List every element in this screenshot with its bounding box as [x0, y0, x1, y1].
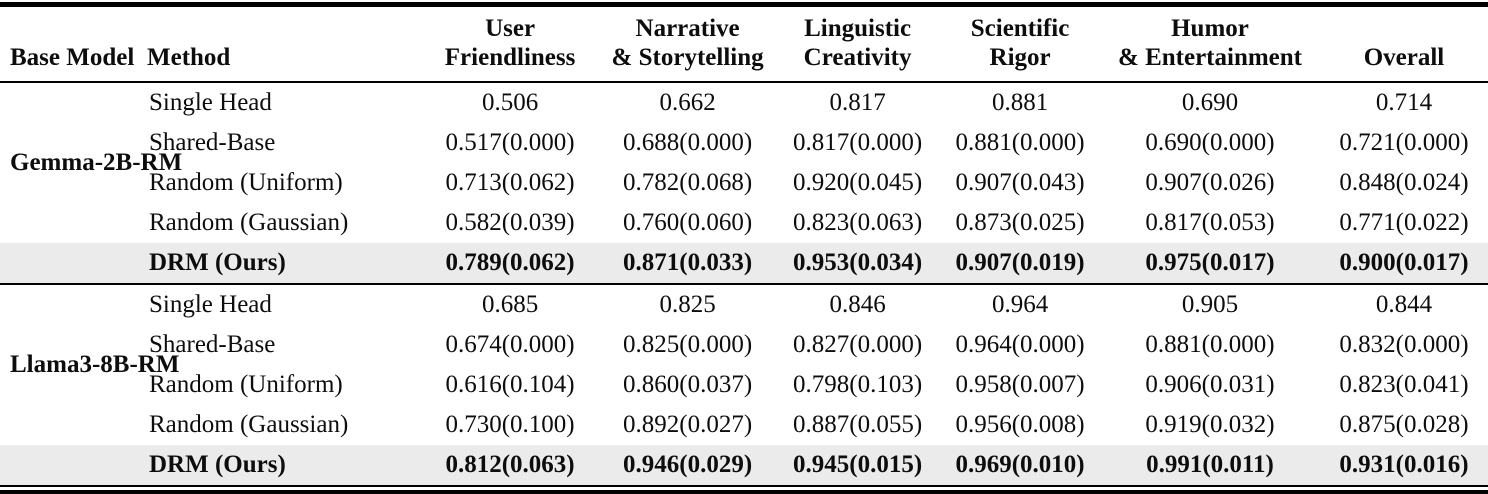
value-cell: 0.958(0.007) [955, 371, 1085, 398]
value-cell: 0.582(0.039) [445, 209, 575, 236]
value-cell: 0.892(0.027) [623, 411, 753, 438]
method-cell: Random (Uniform) [149, 371, 343, 398]
column-header-method: Method [147, 43, 231, 71]
value-cell: 0.506 [481, 89, 539, 116]
table-header: Base Model Method User Friendliness Narrativ… [0, 7, 1488, 82]
value-cell: 0.860(0.037) [623, 371, 753, 398]
method-cell: DRM (Ours) [149, 451, 286, 478]
value-cell: 0.517(0.000) [445, 129, 575, 156]
value-cell: 0.887(0.055) [793, 411, 923, 438]
value-cell: 0.920(0.045) [793, 169, 923, 196]
value-cell: 0.817(0.053) [1145, 209, 1275, 236]
value-cell: 0.846 [829, 291, 886, 318]
value-cell: 0.881(0.000) [1145, 331, 1275, 358]
table-row: Shared-Base 0.517(0.000) 0.688(0.000) 0.817… [0, 123, 1488, 163]
results-table: Base Model Method User Friendliness Narrativ… [0, 7, 1488, 487]
table-row: Random (Uniform) 0.616(0.104) 0.860(0.037)… [0, 365, 1488, 405]
column-header-scientific-rigor: Scientific Rigor [970, 15, 1070, 71]
value-cell: 0.674(0.000) [445, 331, 575, 358]
value-cell: 0.906(0.031) [1145, 371, 1275, 398]
method-cell: Single Head [149, 291, 272, 318]
value-cell: 0.848(0.024) [1339, 169, 1469, 196]
method-cell: Random (Gaussian) [149, 209, 349, 236]
value-cell: 0.823(0.063) [793, 209, 923, 236]
value-cell: 0.730(0.100) [445, 411, 575, 438]
method-cell: DRM (Ours) [149, 249, 286, 276]
base-model-empty-cell [0, 445, 147, 486]
column-header-user-friendliness: User Friendliness [444, 15, 576, 71]
column-header-narrative-storytelling: Narrative & Storytelling [611, 15, 764, 71]
value-cell: 0.832(0.000) [1339, 331, 1469, 358]
value-cell: 0.945(0.015) [793, 451, 923, 478]
value-cell: 0.905 [1181, 291, 1239, 318]
value-cell: 0.969(0.010) [955, 451, 1085, 478]
column-header-base-model: Base Model [10, 43, 135, 71]
value-cell: 0.760(0.060) [623, 209, 753, 236]
base-model-empty-cell [0, 243, 147, 284]
value-cell: 0.789(0.062) [445, 249, 575, 276]
method-cell: Shared-Base [149, 331, 276, 358]
value-cell: 0.946(0.029) [623, 451, 753, 478]
value-cell: 0.771(0.022) [1339, 209, 1469, 236]
value-cell: 0.825 [659, 291, 716, 318]
table-row: Random (Uniform) 0.713(0.062) 0.782(0.068)… [0, 163, 1488, 203]
value-cell: 0.919(0.032) [1145, 411, 1275, 438]
table-row: DRM (Ours) 0.789(0.062) 0.871(0.033) 0.953(… [0, 243, 1488, 284]
value-cell: 0.721(0.000) [1339, 129, 1469, 156]
value-cell: 0.964(0.000) [955, 331, 1085, 358]
value-cell: 0.871(0.033) [623, 249, 753, 276]
value-cell: 0.812(0.063) [445, 451, 575, 478]
value-cell: 0.714 [1375, 89, 1433, 116]
value-cell: 0.907(0.043) [955, 169, 1085, 196]
column-header-linguistic-creativity: Linguistic Creativity [803, 15, 912, 71]
table-row: DRM (Ours) 0.812(0.063) 0.946(0.029) 0.945(… [0, 445, 1488, 486]
section-llama3-8b-rm: Llama3-8B-RM Single Head 0.685 0.825 0.846 0.… [0, 284, 1488, 486]
base-model-label: Llama3-8B-RM [10, 351, 180, 378]
table-row: Random (Gaussian) 0.582(0.039) 0.760(0.060… [0, 203, 1488, 243]
value-cell: 0.690 [1181, 89, 1239, 116]
value-cell: 0.900(0.017) [1339, 249, 1469, 276]
base-model-label: Gemma-2B-RM [10, 149, 183, 176]
table-row: Random (Gaussian) 0.730(0.100) 0.892(0.027… [0, 405, 1488, 445]
value-cell: 0.688(0.000) [623, 129, 753, 156]
value-cell: 0.953(0.034) [793, 249, 923, 276]
value-cell: 0.782(0.068) [623, 169, 753, 196]
method-cell: Single Head [149, 89, 272, 116]
value-cell: 0.827(0.000) [793, 331, 923, 358]
value-cell: 0.825(0.000) [623, 331, 753, 358]
value-cell: 0.798(0.103) [793, 371, 923, 398]
value-cell: 0.931(0.016) [1339, 451, 1469, 478]
value-cell: 0.662 [659, 89, 716, 116]
value-cell: 0.685 [481, 291, 539, 318]
value-cell: 0.823(0.041) [1339, 371, 1469, 398]
method-cell: Random (Gaussian) [149, 411, 349, 438]
column-header-overall: Overall [1363, 43, 1445, 71]
value-cell: 0.956(0.008) [955, 411, 1085, 438]
value-cell: 0.907(0.019) [955, 249, 1085, 276]
header-row: Base Model Method User Friendliness Narrativ… [0, 7, 1488, 82]
value-cell: 0.881 [991, 89, 1049, 116]
value-cell: 0.817(0.000) [793, 129, 923, 156]
value-cell: 0.881(0.000) [955, 129, 1085, 156]
table-row: Gemma-2B-RM Single Head 0.506 0.662 0.817 0.8… [0, 82, 1488, 176]
value-cell: 0.690(0.000) [1145, 129, 1275, 156]
method-cell: Shared-Base [149, 129, 276, 156]
table-bottom-rule [0, 490, 1488, 494]
value-cell: 0.975(0.017) [1145, 249, 1275, 276]
table-row: Llama3-8B-RM Single Head 0.685 0.825 0.846 0.… [0, 284, 1488, 378]
value-cell: 0.907(0.026) [1145, 169, 1275, 196]
value-cell: 0.875(0.028) [1339, 411, 1469, 438]
value-cell: 0.873(0.025) [955, 209, 1085, 236]
value-cell: 0.817 [829, 89, 886, 116]
section-gemma-2b-rm: Gemma-2B-RM Single Head 0.506 0.662 0.817 0.8… [0, 82, 1488, 284]
value-cell: 0.844 [1375, 291, 1433, 318]
value-cell: 0.991(0.011) [1146, 451, 1274, 478]
value-cell: 0.964 [991, 291, 1049, 318]
method-cell: Random (Uniform) [149, 169, 343, 196]
value-cell: 0.616(0.104) [445, 371, 575, 398]
value-cell: 0.713(0.062) [445, 169, 575, 196]
table-row: Shared-Base 0.674(0.000) 0.825(0.000) 0.827… [0, 325, 1488, 365]
column-header-humor-entertainment: Humor & Entertainment [1118, 15, 1302, 71]
